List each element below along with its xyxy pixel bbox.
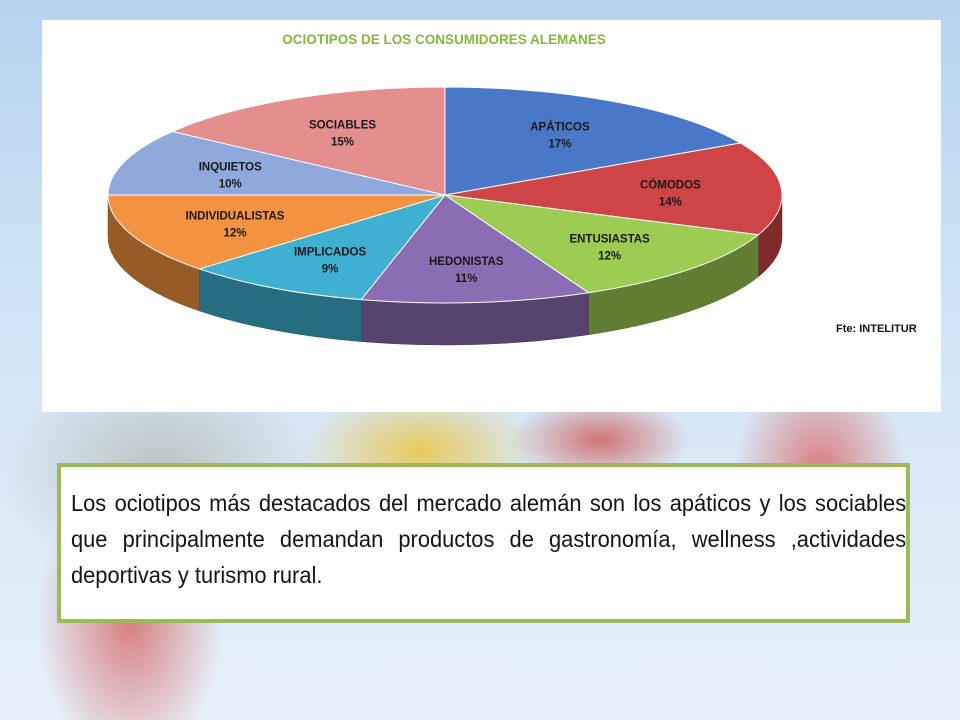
chart-panel: OCIOTIPOS DE LOS CONSUMIDORES ALEMANES A… [42, 20, 941, 412]
slice-label-comodos: CÓMODOS [640, 178, 701, 191]
pie-slice-individualistas [107, 194, 446, 270]
slice-label-sociables: SOCIABLES [309, 120, 376, 132]
pie-slice-comodos [444, 142, 783, 236]
slice-label-inquietos: INQUIETOS [199, 162, 262, 174]
slice-label-individualistas: INDIVIDUALISTAS [186, 211, 285, 223]
slice-label-entusiastas: ENTUSIASTAS [569, 234, 650, 246]
slice-value-implicados: 9% [322, 263, 339, 275]
pie-slice-hedonistas [360, 194, 590, 304]
pie-slice-inquietos [107, 130, 446, 196]
pie-chart: OCIOTIPOS DE LOS CONSUMIDORES ALEMANES A… [107, 32, 917, 346]
pie-slice-entusiastas [444, 194, 760, 294]
slice-value-individualistas: 12% [224, 228, 247, 240]
slice-value-hedonistas: 11% [455, 273, 477, 285]
slice-value-sociables: 15% [331, 137, 354, 149]
slice-value-apaticos: 17% [548, 139, 571, 151]
slice-value-entusiastas: 12% [598, 251, 621, 263]
summary-text: Los ociotipos más destacados del mercado… [71, 490, 907, 588]
slice-label-hedonistas: HEDONISTAS [429, 256, 504, 268]
slice-value-comodos: 14% [659, 196, 682, 208]
pie-slice-implicados [197, 194, 447, 301]
pie-slice-sociables [170, 86, 446, 196]
summary-text-box: Los ociotipos más destacados del mercado… [57, 463, 910, 623]
slice-label-apaticos: APÁTICOS [530, 121, 590, 134]
pie-labels: APÁTICOS 17% CÓMODOS 14% ENTUSIASTAS 12% HEDON… [186, 120, 701, 286]
pie-slices [107, 86, 783, 304]
chart-title: OCIOTIPOS DE LOS CONSUMIDORES ALEMANES [282, 32, 606, 47]
slice-value-inquietos: 10% [219, 179, 242, 191]
pie-slice-apaticos [444, 86, 742, 196]
slice-label-implicados: IMPLICADOS [294, 246, 367, 258]
source-note: Fte: INTELITUR [836, 323, 917, 335]
